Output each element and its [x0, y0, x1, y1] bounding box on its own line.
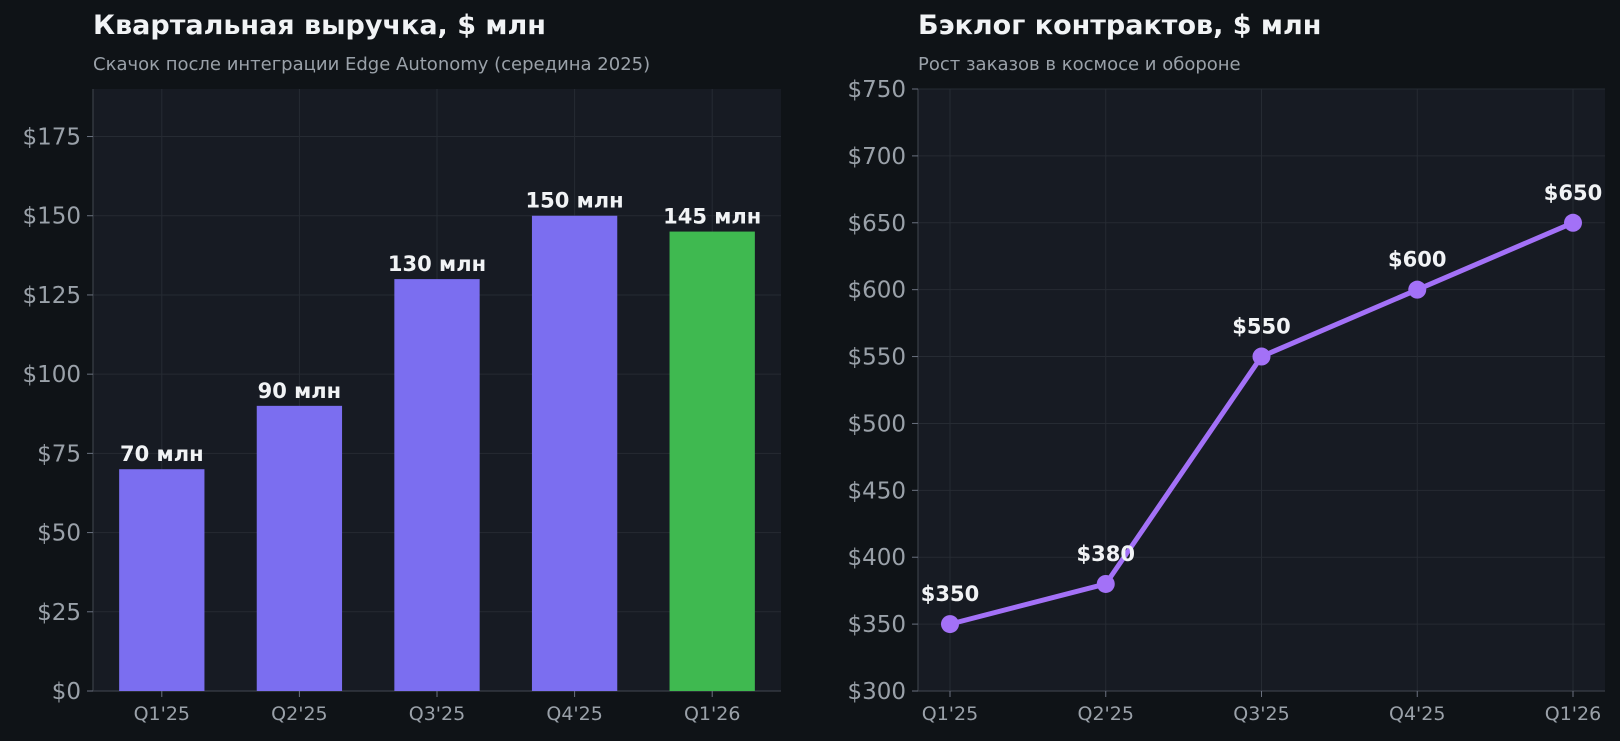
revenue-bar — [119, 469, 205, 691]
revenue-x-tick-label: Q3'25 — [409, 703, 465, 725]
backlog-x-tick-label: Q3'25 — [1233, 703, 1289, 725]
revenue-x-tick-label: Q1'25 — [134, 703, 190, 725]
revenue-x-tick-label: Q4'25 — [546, 703, 602, 725]
revenue-y-tick-label: $25 — [37, 600, 81, 626]
revenue-chart-subtitle: Скачок после интеграции Edge Autonomy (с… — [93, 54, 651, 75]
revenue-bar — [256, 405, 343, 691]
revenue-y-tick-label: $75 — [37, 441, 81, 467]
backlog-x-tick-label: Q1'25 — [922, 703, 978, 725]
backlog-x-tick-label: Q1'26 — [1545, 703, 1601, 725]
backlog-x-tick-label: Q2'25 — [1078, 703, 1134, 725]
backlog-y-tick-label: $500 — [847, 411, 906, 437]
backlog-point-value-label: $380 — [1077, 542, 1135, 566]
revenue-bar — [669, 231, 755, 691]
revenue-y-tick-label: $50 — [37, 521, 81, 547]
backlog-y-tick-label: $700 — [847, 144, 906, 170]
backlog-data-point — [1564, 213, 1582, 232]
backlog-point-value-label: $550 — [1232, 315, 1290, 339]
revenue-bar — [394, 279, 480, 691]
revenue-y-tick-label: $100 — [22, 362, 81, 388]
revenue-y-tick-label: $0 — [52, 679, 81, 705]
revenue-bar-value-label: 90 млн — [258, 379, 342, 403]
backlog-point-value-label: $600 — [1388, 248, 1446, 272]
backlog-chart-subtitle: Рост заказов в космосе и обороне — [918, 54, 1241, 75]
revenue-chart-title: Квартальная выручка, $ млн — [93, 10, 546, 41]
backlog-data-point — [941, 615, 959, 634]
backlog-y-tick-label: $300 — [847, 679, 906, 705]
revenue-bar-value-label: 130 млн — [388, 252, 486, 276]
backlog-y-tick-label: $750 — [847, 77, 906, 103]
backlog-data-point — [1252, 347, 1271, 366]
revenue-x-tick-label: Q1'26 — [684, 703, 740, 725]
backlog-y-tick-label: $400 — [847, 545, 906, 571]
backlog-y-tick-label: $650 — [847, 211, 906, 237]
revenue-y-tick-label: $175 — [22, 125, 81, 151]
revenue-x-tick-label: Q2'25 — [271, 703, 327, 725]
revenue-bar — [531, 215, 618, 691]
backlog-point-value-label: $350 — [921, 582, 979, 606]
revenue-bar-value-label: 150 млн — [525, 189, 623, 213]
backlog-data-point — [1408, 280, 1427, 299]
revenue-y-tick-label: $125 — [22, 283, 81, 309]
backlog-y-tick-label: $450 — [847, 478, 906, 504]
backlog-y-tick-label: $550 — [847, 345, 906, 371]
revenue-y-tick-label: $150 — [22, 204, 81, 230]
revenue-bar-value-label: 70 млн — [120, 442, 204, 466]
revenue-bar-value-label: 145 млн — [663, 205, 761, 229]
backlog-chart-title: Бэклог контрактов, $ млн — [918, 10, 1322, 41]
backlog-data-point — [1096, 574, 1115, 593]
backlog-y-tick-label: $600 — [847, 278, 906, 304]
backlog-y-tick-label: $350 — [847, 612, 906, 638]
backlog-point-value-label: $650 — [1544, 181, 1602, 205]
backlog-x-tick-label: Q4'25 — [1389, 703, 1445, 725]
